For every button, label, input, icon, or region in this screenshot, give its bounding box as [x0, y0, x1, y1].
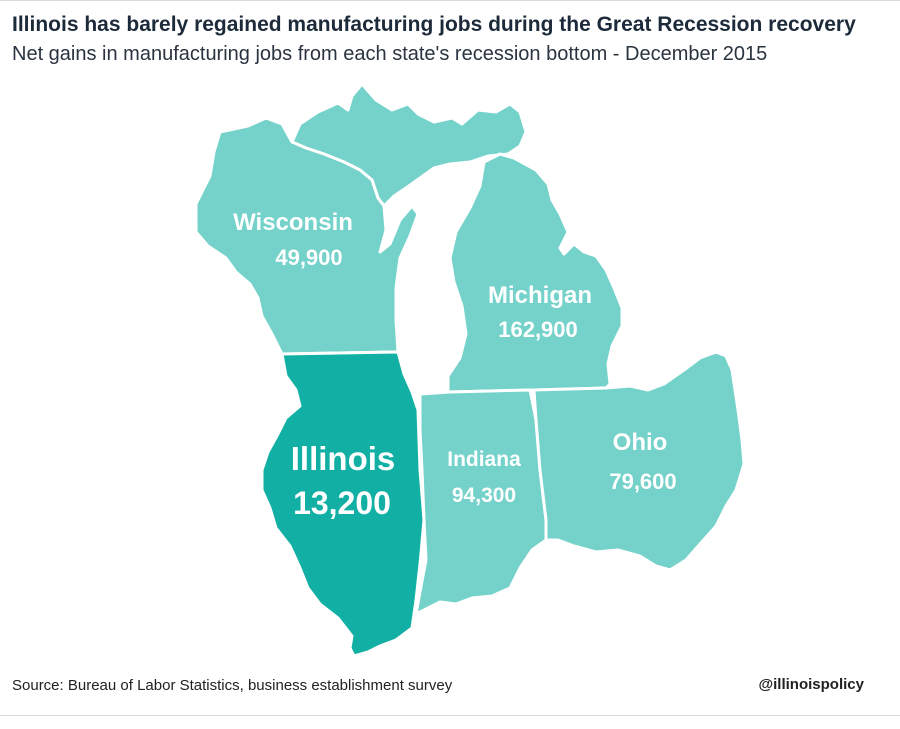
top-rule [0, 0, 900, 1]
state-illinois [260, 350, 426, 658]
label-wisconsin-name: Wisconsin [233, 209, 353, 236]
label-indiana-name: Indiana [447, 448, 521, 471]
state-wisconsin [194, 116, 420, 356]
label-ohio-name: Ohio [613, 429, 668, 456]
label-indiana-value: 94,300 [452, 484, 516, 507]
label-ohio-value: 79,600 [609, 469, 676, 494]
label-michigan-name: Michigan [488, 282, 592, 309]
twitter-handle: @illinoispolicy [758, 676, 864, 693]
map-subtitle: Net gains in manufacturing jobs from eac… [12, 43, 768, 65]
label-michigan-value: 162,900 [498, 317, 578, 342]
state-ohio [532, 350, 746, 572]
label-wisconsin-value: 49,900 [275, 245, 342, 270]
label-illinois-name: Illinois [291, 440, 396, 477]
state-michigan [446, 152, 624, 394]
label-illinois-value: 13,200 [293, 485, 391, 521]
source-note: Source: Bureau of Labor Statistics, busi… [12, 677, 453, 694]
map-title: Illinois has barely regained manufacturi… [12, 13, 856, 36]
bottom-rule [0, 715, 900, 716]
